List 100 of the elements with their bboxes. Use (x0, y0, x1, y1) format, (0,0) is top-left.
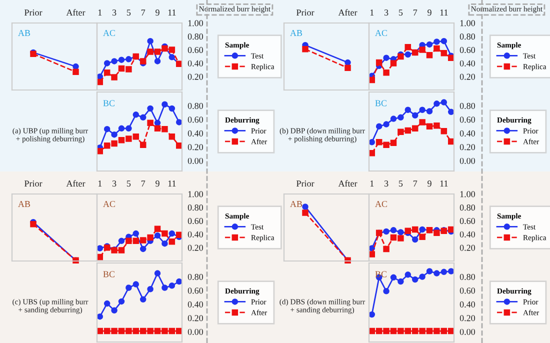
point (426, 41, 433, 48)
point (383, 288, 390, 294)
point (168, 328, 176, 334)
point (132, 112, 140, 118)
point (104, 328, 110, 334)
point (434, 230, 440, 236)
point (376, 328, 382, 334)
y-tick-label: 0.80 (460, 274, 476, 280)
x-tick-label: 7 (141, 180, 146, 187)
point (368, 150, 376, 156)
y-tick-label: 0.40 (188, 130, 204, 136)
point (154, 226, 161, 232)
point (368, 251, 376, 258)
point (168, 134, 176, 140)
point (412, 276, 418, 283)
y-tick-label: 0.20 (188, 244, 204, 251)
x-tick-label: 1 (370, 180, 374, 187)
point (383, 121, 390, 128)
y-tick-label: 0.00 (460, 328, 476, 335)
y-tick-label: 0.60 (188, 218, 204, 224)
point (140, 114, 146, 121)
point (176, 278, 182, 285)
point (132, 230, 140, 237)
point (344, 64, 351, 72)
y-tick-label: 0.40 (460, 301, 476, 308)
point (383, 246, 390, 252)
y-tick-label: 0.40 (188, 231, 204, 238)
point (434, 270, 440, 276)
point (448, 268, 454, 274)
point (118, 136, 125, 144)
x-tick-label: Prior (296, 10, 314, 16)
point (132, 134, 140, 140)
point (168, 46, 176, 53)
x-tick-label: After (66, 180, 86, 187)
point (176, 119, 182, 126)
point (111, 328, 118, 334)
point (154, 120, 161, 126)
text: AC (103, 200, 115, 208)
point (398, 328, 404, 334)
y-tick-label: 1.00 (460, 191, 476, 198)
point (104, 142, 110, 149)
point (140, 142, 146, 148)
x-tick-label: After (338, 9, 358, 16)
point (104, 69, 110, 76)
x-tick-label: 5 (398, 10, 403, 16)
y-tick-label: 0.60 (460, 46, 476, 54)
y-tick-label: 0.40 (188, 301, 204, 308)
text: AC (103, 30, 115, 36)
y-tick-label: 0.80 (188, 102, 204, 109)
y-tick-label: 0.40 (460, 60, 476, 66)
point (383, 54, 390, 61)
x-tick-label: 11 (440, 10, 448, 16)
point (168, 105, 176, 112)
y-tick-label: 0.80 (460, 102, 476, 109)
x-tick-label: 9 (428, 10, 432, 16)
x-tick-label: Prior (24, 180, 42, 187)
point (147, 286, 154, 292)
point (426, 268, 433, 274)
point (168, 282, 176, 289)
x-tick-label: Prior (296, 180, 314, 187)
point (104, 300, 110, 307)
y-tick-label: 0.00 (188, 158, 204, 164)
point (162, 101, 168, 108)
point (168, 54, 176, 60)
point (126, 328, 132, 334)
y-tick-label: 0.80 (188, 34, 204, 40)
point (383, 69, 390, 76)
point (376, 139, 382, 146)
y-tick-label: 0.20 (460, 74, 476, 80)
point (434, 45, 440, 52)
point (132, 281, 140, 288)
point (111, 58, 118, 64)
point (419, 46, 426, 53)
text: BC (103, 100, 114, 106)
point (126, 136, 132, 142)
point (344, 59, 351, 66)
point (118, 56, 125, 63)
x-tick-label: 9 (156, 180, 160, 187)
x-tick-label: 3 (384, 180, 388, 187)
point (419, 119, 426, 126)
point (412, 125, 418, 132)
point (147, 328, 154, 334)
point (383, 328, 390, 334)
y-tick-label: 0.60 (460, 116, 476, 123)
point (398, 229, 404, 236)
point (111, 131, 118, 138)
point (426, 328, 433, 334)
point (147, 234, 154, 241)
y-tick-label: 0.00 (188, 328, 204, 335)
point (118, 125, 125, 132)
point (419, 234, 426, 240)
point (398, 235, 404, 242)
point (376, 123, 382, 130)
point (412, 236, 418, 243)
point (96, 245, 104, 252)
point (419, 274, 426, 280)
point (368, 311, 376, 318)
point (404, 328, 412, 334)
point (412, 226, 418, 233)
point (154, 328, 161, 334)
